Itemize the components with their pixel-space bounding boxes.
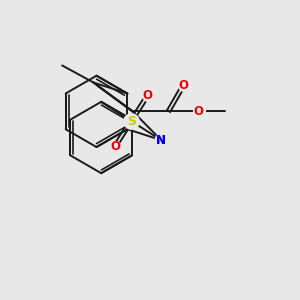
Text: N: N bbox=[156, 134, 166, 147]
Text: O: O bbox=[110, 140, 120, 153]
Text: O: O bbox=[178, 79, 189, 92]
Text: S: S bbox=[127, 115, 136, 128]
Text: O: O bbox=[142, 89, 153, 102]
Text: O: O bbox=[194, 105, 204, 118]
Text: N: N bbox=[156, 134, 166, 147]
